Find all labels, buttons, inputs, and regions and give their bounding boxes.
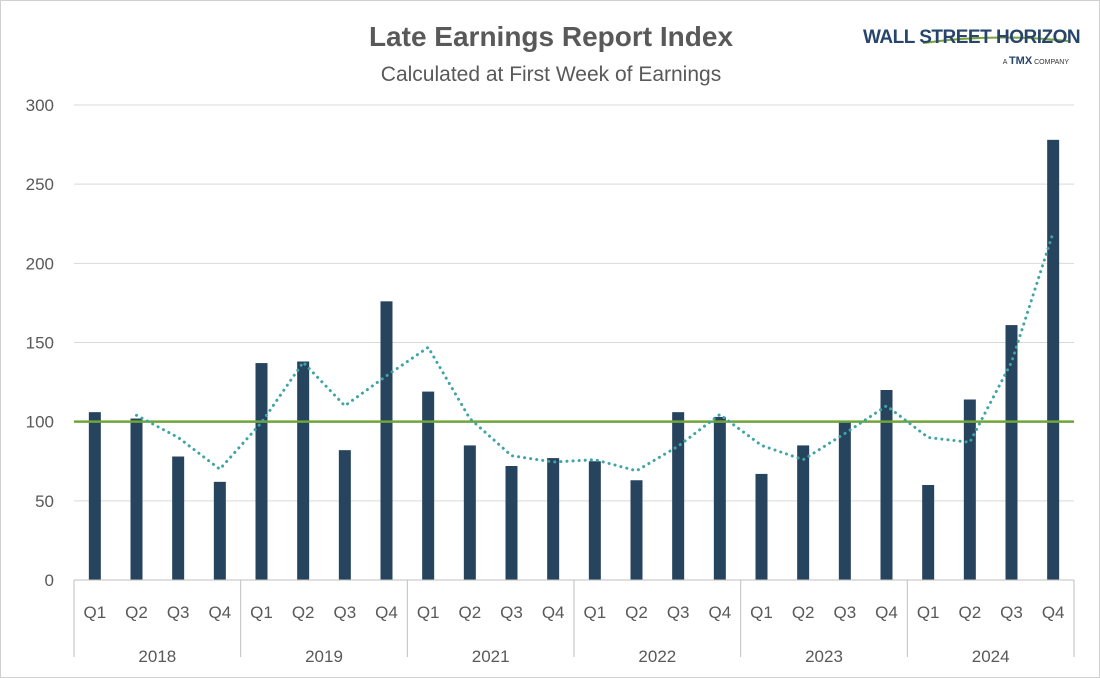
bar [380,301,393,580]
bar [297,361,310,580]
chart-subtitle: Calculated at First Week of Earnings [380,63,722,86]
y-tick-label: 200 [26,254,54,273]
y-tick-label: 250 [26,175,54,194]
x-tick-label: Q1 [750,603,773,622]
logo-swoosh [922,36,1069,44]
bar [255,363,268,580]
x-tick-label: Q4 [1042,603,1065,622]
logo-wordmark: WALL STREET HORIZON [863,27,1081,48]
bar [463,445,476,580]
x-group-label: 2018 [138,647,176,666]
x-tick-label: Q3 [1000,603,1023,622]
bar [422,391,435,580]
bar [130,418,143,580]
x-tick-label: Q2 [458,603,481,622]
x-group-label: 2019 [305,647,343,666]
logo-tagline: A TMX COMPANY [1002,55,1069,67]
bar [630,480,643,580]
bar [213,481,226,580]
y-tick-label: 100 [26,413,54,432]
x-tick-label: Q2 [958,603,981,622]
x-tick-label: Q1 [917,603,940,622]
y-tick-label: 300 [26,96,54,115]
x-tick-label: Q2 [792,603,815,622]
x-group-label: 2023 [805,647,843,666]
x-tick-label: Q4 [208,603,231,622]
bar [922,485,935,580]
x-tick-label: Q1 [83,603,106,622]
x-group-label: 2022 [638,647,676,666]
x-tick-label: Q4 [375,603,398,622]
x-tick-label: Q4 [542,603,565,622]
trendline [135,231,1055,473]
bar [338,450,351,580]
x-group-label: 2021 [472,647,510,666]
bar [838,421,851,580]
bar [963,399,976,580]
x-tick-label: Q2 [625,603,648,622]
bar [1047,139,1060,581]
y-tick-label: 150 [26,334,54,353]
x-tick-label: Q1 [250,603,273,622]
bar [880,390,893,580]
bar [755,473,768,580]
bar [1005,325,1018,580]
x-tick-label: Q2 [125,603,148,622]
chart-title: Late Earnings Report Index [368,21,734,52]
x-tick-label: Q3 [667,603,690,622]
y-tick-label: 50 [35,492,54,511]
bar [588,461,601,580]
x-tick-label: Q4 [708,603,731,622]
bar [505,466,518,580]
bar [797,445,810,580]
bar [672,412,685,580]
x-group-label: 2024 [972,647,1010,666]
bar [172,456,185,580]
bar [88,412,101,580]
wall-street-horizon-logo: WALL STREET HORIZON A TMX COMPANY [863,27,1081,73]
x-tick-label: Q3 [833,603,856,622]
y-tick-label: 0 [45,571,54,590]
x-tick-label: Q2 [292,603,315,622]
x-tick-label: Q1 [417,603,440,622]
x-tick-label: Q3 [500,603,523,622]
x-tick-label: Q1 [583,603,606,622]
bar [547,458,560,580]
x-tick-label: Q3 [167,603,190,622]
bar [713,416,726,580]
x-tick-label: Q3 [333,603,356,622]
x-tick-label: Q4 [875,603,898,622]
